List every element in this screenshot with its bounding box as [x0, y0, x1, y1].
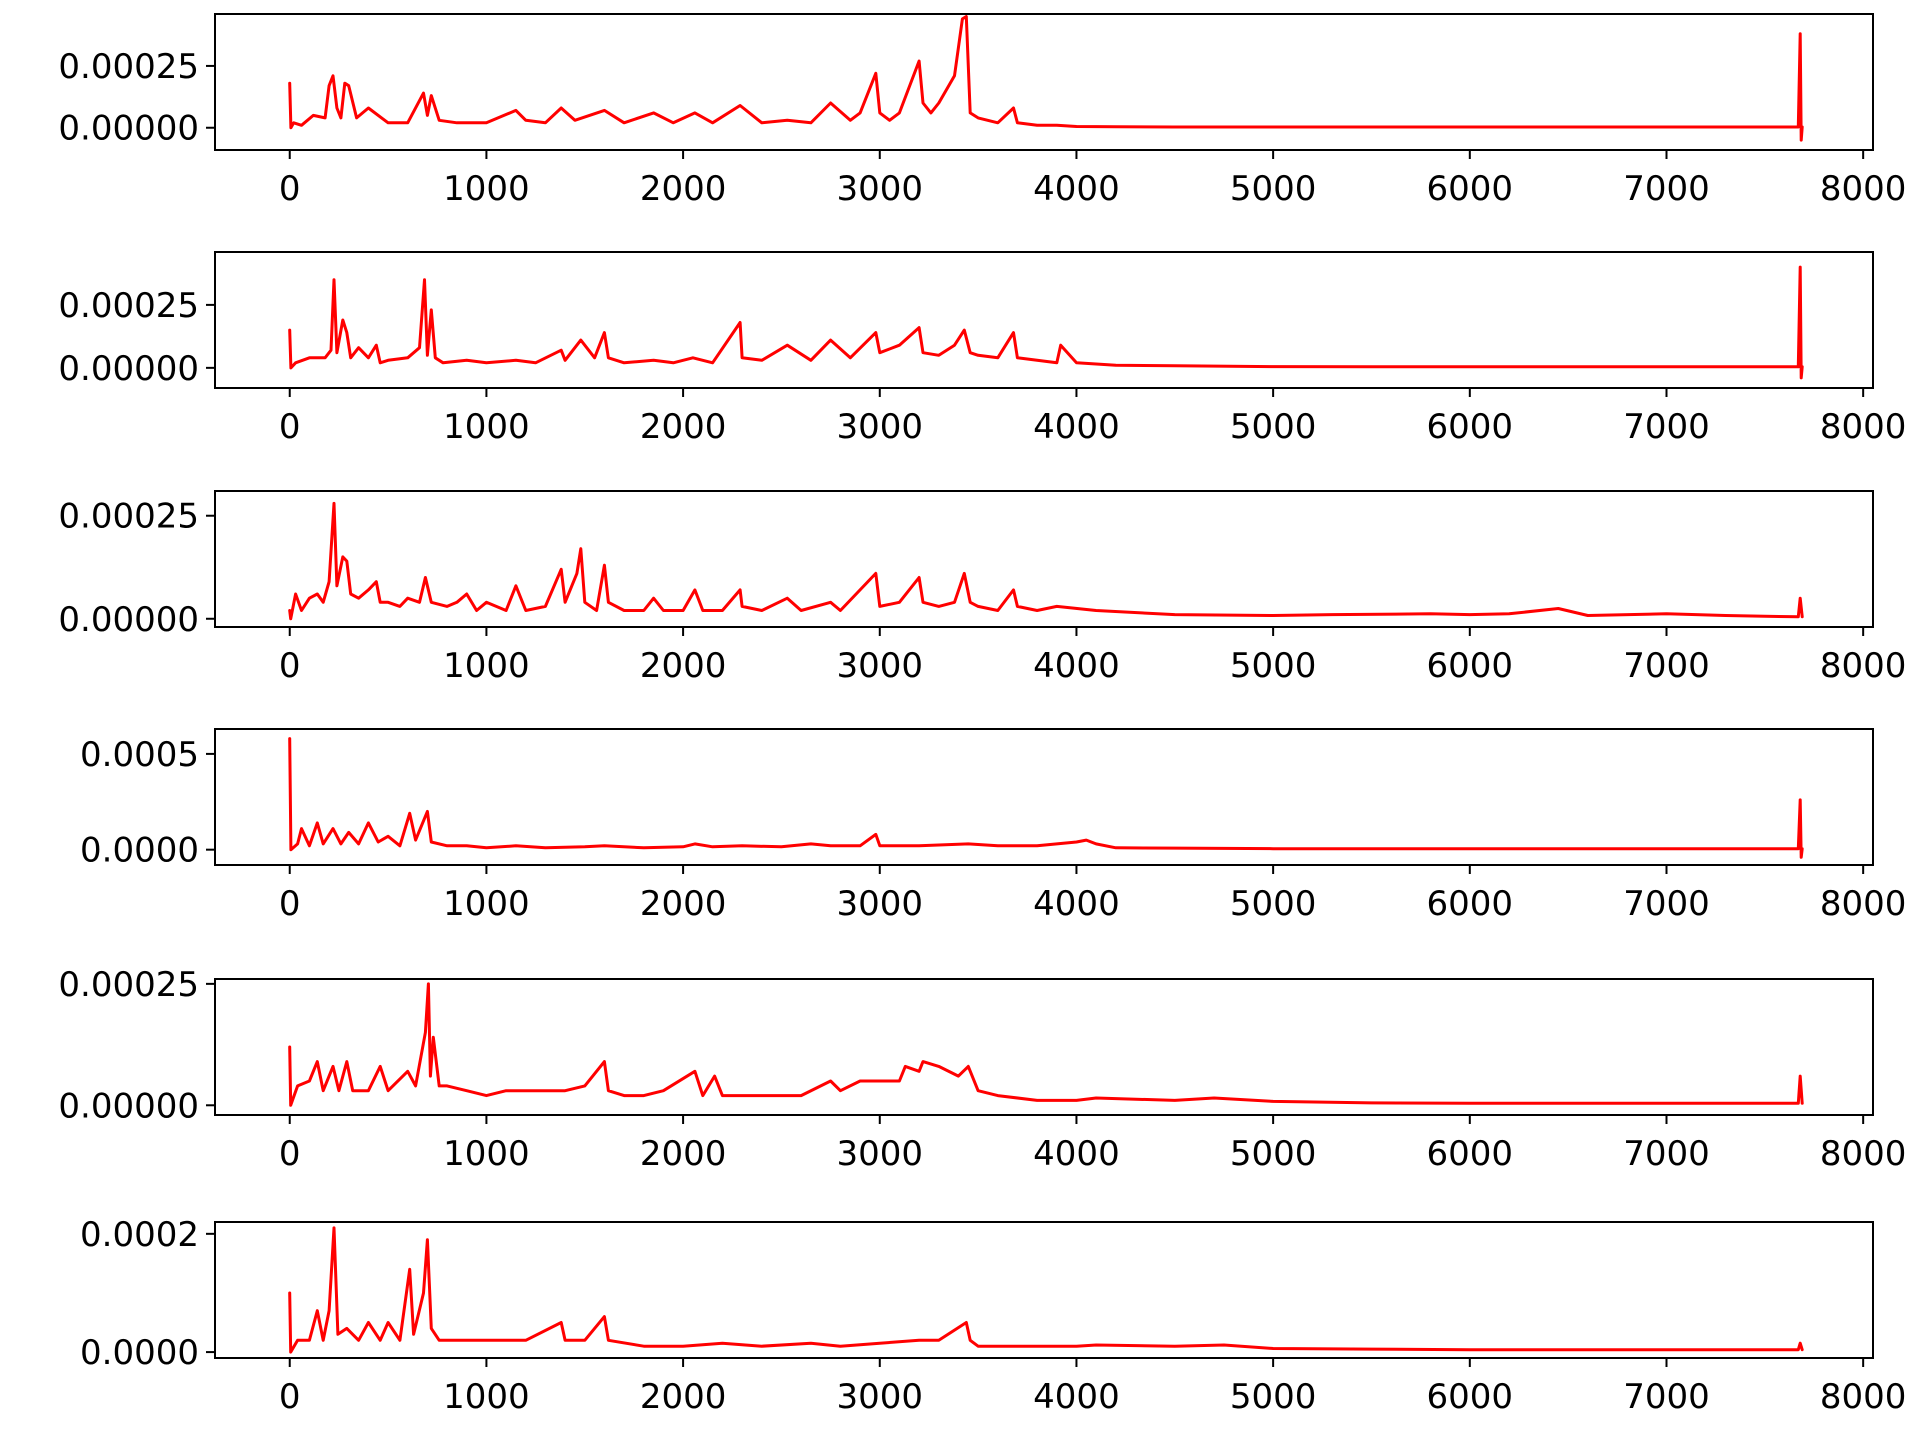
y-tick-label: 0.00025 [58, 497, 199, 537]
axes-frame [214, 728, 1874, 866]
x-tick-label: 8000 [1820, 169, 1907, 209]
x-tick-label: 3000 [837, 1377, 924, 1417]
x-tick-label: 8000 [1820, 407, 1907, 447]
x-tick-label: 6000 [1427, 169, 1514, 209]
x-tick-label: 1000 [443, 884, 530, 924]
y-tick-label: 0.00000 [58, 1086, 199, 1126]
subplot-4: 0 1000 2000 3000 4000 5000 6000 7000 8000 0.0000 0… [80, 728, 1907, 924]
x-tick-label: 8000 [1820, 1377, 1907, 1417]
x-tick-label: 6000 [1427, 1377, 1514, 1417]
y-tick-label: 0.00000 [58, 349, 199, 389]
series-line-1 [288, 982, 1804, 1107]
x-tick-label: 0 [279, 1377, 301, 1417]
subplot-2: 0 1000 2000 3000 4000 5000 6000 7000 8000 0.00000… [58, 251, 1907, 447]
y-tick-label: 0.00000 [58, 109, 199, 149]
x-tick-label: 0 [279, 646, 301, 686]
x-tick-label: 5000 [1230, 407, 1317, 447]
axes-frame [214, 490, 1874, 628]
series-line-1 [288, 15, 1804, 142]
y-tick-label: 0.00025 [58, 965, 199, 1005]
x-tick-label: 5000 [1230, 169, 1317, 209]
x-tick-label: 1000 [443, 1377, 530, 1417]
x-tick-label: 0 [279, 169, 301, 209]
subplot-5: 0 1000 2000 3000 4000 5000 6000 7000 8000 0.00000… [58, 965, 1906, 1174]
y-tick-label: 0.0005 [80, 735, 199, 775]
x-tick-label: 8000 [1820, 646, 1907, 686]
y-tick-label: 0.00000 [58, 600, 199, 640]
x-tick-label: 0 [279, 1134, 301, 1174]
series-line-1 [288, 1226, 1804, 1354]
x-tick-label: 0 [279, 884, 301, 924]
subplot-3: 0 1000 2000 3000 4000 5000 6000 7000 8000 0.00000… [58, 490, 1907, 686]
x-tick-label: 7000 [1623, 1377, 1710, 1417]
x-tick-label: 3000 [837, 1134, 924, 1174]
x-tick-label: 7000 [1623, 884, 1710, 924]
x-tick-label: 4000 [1033, 884, 1120, 924]
x-tick-label: 0 [279, 407, 301, 447]
x-tick-label: 6000 [1427, 646, 1514, 686]
x-tick-label: 2000 [640, 646, 727, 686]
x-tick-label: 3000 [837, 646, 924, 686]
x-tick-label: 7000 [1623, 169, 1710, 209]
x-tick-label: 4000 [1033, 646, 1120, 686]
series-line-1 [288, 737, 1804, 859]
x-tick-label: 6000 [1427, 884, 1514, 924]
x-tick-label: 4000 [1033, 1134, 1120, 1174]
y-tick-label: 0.0002 [80, 1215, 199, 1255]
x-tick-label: 1000 [443, 407, 530, 447]
x-tick-label: 6000 [1427, 1134, 1514, 1174]
x-tick-label: 8000 [1820, 884, 1907, 924]
x-tick-label: 2000 [640, 169, 727, 209]
y-tick-label: 0.00025 [58, 286, 199, 326]
x-tick-label: 3000 [837, 407, 924, 447]
axes-frame [214, 13, 1874, 151]
axes-frame [214, 251, 1874, 389]
x-tick-label: 5000 [1230, 1134, 1317, 1174]
x-tick-label: 1000 [443, 1134, 530, 1174]
x-tick-label: 7000 [1623, 1134, 1710, 1174]
axes-frame [214, 1221, 1874, 1359]
x-tick-label: 3000 [837, 169, 924, 209]
y-tick-label: 0.0000 [80, 831, 199, 871]
x-tick-label: 4000 [1033, 169, 1120, 209]
x-tick-label: 7000 [1623, 646, 1710, 686]
x-tick-label: 5000 [1230, 646, 1317, 686]
x-tick-label: 2000 [640, 1134, 727, 1174]
subplot-1: 0 1000 2000 3000 4000 5000 6000 7000 8000 0.00000… [58, 13, 1907, 209]
x-tick-label: 5000 [1230, 1377, 1317, 1417]
series-line-1 [288, 265, 1804, 380]
x-tick-label: 2000 [640, 1377, 727, 1417]
x-tick-label: 1000 [443, 169, 530, 209]
x-tick-label: 8000 [1820, 1134, 1907, 1174]
axes-frame [214, 978, 1874, 1116]
y-tick-label: 0.0000 [80, 1333, 199, 1373]
x-tick-label: 7000 [1623, 407, 1710, 447]
x-tick-label: 2000 [640, 407, 727, 447]
subplot-6: 0 1000 2000 3000 4000 5000 6000 7000 8000 0.0000 0… [80, 1215, 1906, 1417]
x-tick-label: 2000 [640, 884, 727, 924]
x-tick-label: 1000 [443, 646, 530, 686]
series-line-1 [288, 501, 1804, 621]
x-tick-label: 3000 [837, 884, 924, 924]
x-tick-label: 4000 [1033, 407, 1120, 447]
y-tick-label: 0.00025 [58, 47, 199, 87]
x-tick-label: 6000 [1427, 407, 1514, 447]
x-tick-label: 5000 [1230, 884, 1317, 924]
x-tick-label: 4000 [1033, 1377, 1120, 1417]
